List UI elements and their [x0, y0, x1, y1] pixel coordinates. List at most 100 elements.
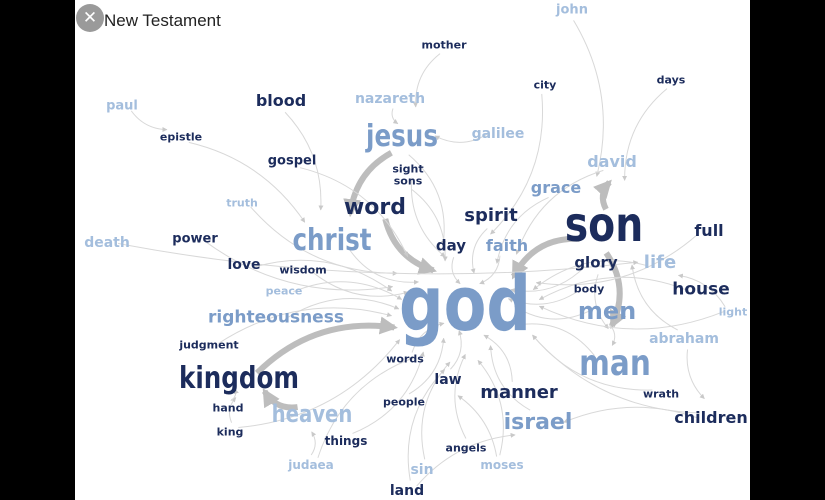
node-house[interactable]: house [672, 279, 730, 300]
edge-mother-jesus [412, 53, 441, 108]
edge-house-god [538, 276, 689, 301]
node-righteousness[interactable]: righteousness [208, 307, 344, 328]
close-icon[interactable]: ✕ [76, 4, 104, 32]
node-days[interactable]: days [656, 73, 686, 87]
edge-christ-god [348, 248, 419, 285]
edge-nazareth-jesus [391, 108, 399, 125]
node-things[interactable]: things [324, 434, 368, 448]
node-heaven[interactable]: heaven [271, 400, 353, 428]
edge-power-god [204, 241, 394, 291]
node-moses[interactable]: moses [480, 458, 524, 472]
node-galilee[interactable]: galilee [471, 126, 525, 142]
node-children[interactable]: children [674, 408, 748, 427]
edge-law-god [450, 330, 463, 370]
node-light[interactable]: light [718, 305, 748, 319]
edge-love-god [254, 259, 393, 292]
node-mother[interactable]: mother [421, 38, 467, 52]
edge-children-god [532, 334, 701, 414]
node-wrath[interactable]: wrath [642, 387, 680, 401]
node-gospel[interactable]: gospel [267, 153, 317, 169]
node-sin[interactable]: sin [410, 462, 434, 478]
edge-gospel-god [299, 167, 409, 258]
node-judaea[interactable]: judaea [288, 458, 334, 472]
node-king[interactable]: king [216, 425, 244, 439]
edge-galilee-jesus [434, 133, 488, 143]
edge-kingdom-god [254, 316, 398, 376]
node-glory[interactable]: glory [574, 253, 618, 272]
node-man[interactable]: man [579, 343, 651, 384]
edge-words-god [411, 321, 445, 353]
node-manner[interactable]: manner [480, 382, 558, 403]
edge-things-god [352, 351, 425, 434]
node-christ[interactable]: christ [292, 223, 372, 258]
node-faith[interactable]: faith [485, 236, 529, 255]
node-nazareth[interactable]: nazareth [354, 91, 426, 107]
node-spirit[interactable]: spirit [464, 205, 518, 226]
edge-jesus-god [408, 154, 447, 247]
edge-abraham-children [686, 349, 705, 400]
node-grace[interactable]: grace [530, 178, 582, 197]
node-city[interactable]: city [533, 78, 557, 92]
edge-moses-god [477, 359, 504, 456]
edge-david-god [515, 169, 604, 255]
node-john[interactable]: john [556, 2, 588, 18]
node-jesus[interactable]: jesus [366, 119, 438, 154]
node-epistle[interactable]: epistle [159, 130, 203, 144]
node-life[interactable]: life [643, 252, 677, 273]
node-sons[interactable]: sons [393, 174, 423, 188]
node-death[interactable]: death [84, 235, 130, 251]
node-angels[interactable]: angels [445, 441, 487, 455]
node-truth[interactable]: truth [226, 196, 258, 210]
edge-angels-god [454, 353, 467, 439]
node-sight[interactable]: sight [392, 162, 424, 176]
node-power[interactable]: power [172, 231, 218, 247]
node-blood[interactable]: blood [255, 91, 307, 110]
edge-sight-god [410, 177, 446, 258]
edge-judgment-god [218, 307, 393, 344]
edge-moses-law [457, 395, 498, 457]
node-hand[interactable]: hand [212, 401, 244, 415]
edge-blood-christ [284, 111, 324, 211]
edge-children-israel [563, 406, 700, 423]
node-word[interactable]: word [343, 195, 407, 220]
edge-grace-god [495, 196, 549, 264]
edge-full-god [535, 234, 698, 286]
edge-heaven-kingdom [261, 388, 298, 411]
node-paul[interactable]: paul [106, 98, 138, 114]
edge-wisdom-god [311, 271, 409, 297]
node-full[interactable]: full [694, 221, 724, 240]
node-wisdom[interactable]: wisdom [279, 263, 327, 277]
node-people[interactable]: people [383, 395, 425, 409]
node-men[interactable]: men [577, 297, 637, 325]
node-law[interactable]: law [434, 372, 462, 388]
node-god[interactable]: god [398, 259, 532, 348]
edge-body-god [507, 289, 580, 305]
node-peace[interactable]: peace [265, 284, 303, 298]
node-israel[interactable]: israel [503, 410, 573, 435]
edge-epistle-christ [188, 141, 306, 223]
edge-light-life [677, 273, 726, 307]
node-judgment[interactable]: judgment [179, 338, 239, 352]
node-land[interactable]: land [389, 483, 425, 499]
edge-peace-god [293, 281, 403, 300]
node-words[interactable]: words [386, 352, 424, 366]
node-kingdom[interactable]: kingdom [178, 361, 300, 396]
edge-light-god [538, 305, 724, 330]
edge-jesus-christ [343, 150, 393, 218]
node-son[interactable]: son [564, 197, 644, 253]
edge-people-god [408, 337, 446, 395]
node-david[interactable]: david [587, 152, 637, 171]
edge-spirit-god [470, 228, 488, 274]
edge-sons-god [411, 189, 448, 262]
graph-panel [75, 0, 750, 500]
node-abraham[interactable]: abraham [649, 331, 719, 347]
edge-abraham-son [630, 264, 678, 331]
node-body[interactable]: body [573, 282, 605, 296]
edge-judaea-god [317, 357, 415, 458]
edge-son-david [593, 179, 612, 211]
node-love[interactable]: love [227, 257, 261, 273]
node-day[interactable]: day [435, 236, 467, 255]
edge-land-god [407, 369, 446, 481]
